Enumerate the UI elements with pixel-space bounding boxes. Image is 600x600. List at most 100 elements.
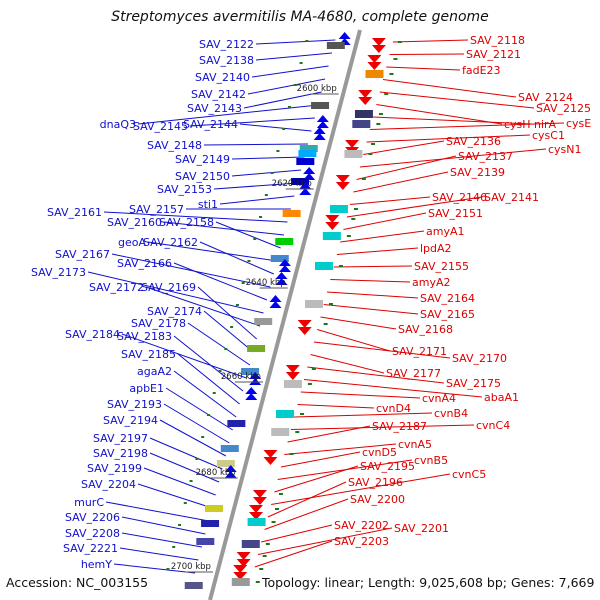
chromosome [208, 29, 362, 600]
leader-line [137, 483, 213, 509]
gene-label-sav-2144: SAV_2144 [183, 118, 238, 131]
leader-line [320, 316, 397, 330]
gene-label-sav-2169: SAV_2169 [141, 281, 196, 294]
leader-line [145, 286, 261, 327]
gene-block [299, 145, 318, 152]
gene-tick [282, 128, 286, 130]
gene-label-sav-2141: SAV_2141 [484, 191, 539, 204]
leader-line [87, 271, 264, 314]
gene-tick [276, 150, 280, 152]
leader-line [264, 498, 349, 530]
gene-block [220, 445, 239, 452]
gene-block [227, 420, 246, 427]
gene-label-cvnc4: cvnC4 [476, 419, 510, 432]
leader-line [290, 424, 475, 430]
leader-line [363, 140, 445, 155]
gene-label-sav-2146: SAV_2146 [432, 191, 487, 204]
gene-features [166, 32, 402, 589]
leader-line [199, 241, 274, 275]
gene-block [241, 540, 260, 548]
gene-label-dnaq3: dnaQ3 [100, 118, 136, 131]
gene-arrow [224, 465, 237, 472]
leader-line [287, 425, 371, 443]
gene-label-sav-2195: SAV_2195 [360, 460, 415, 473]
scale-label: 2660 kbp [221, 372, 261, 382]
leader-line [121, 516, 206, 535]
gene-label-cysn1: cysN1 [548, 143, 582, 156]
gene-arrow [263, 457, 278, 465]
gene-arrow [325, 215, 340, 223]
leader-line [173, 262, 268, 301]
gene-arrow [335, 175, 350, 183]
gene-label-sav-2137: SAV_2137 [458, 150, 513, 163]
leader-line [119, 547, 199, 561]
gene-arrow [313, 133, 326, 140]
gene-label-sav-2201: SAV_2201 [394, 522, 449, 535]
gene-tick [361, 178, 366, 180]
gene-label-sav-2185: SAV_2185 [121, 348, 176, 361]
topology-text: Topology: linear; Length: 9,025,608 bp; … [262, 575, 595, 590]
gene-label-cvnb5: cvnB5 [414, 454, 448, 467]
gene-label-agaa2: agaA2 [137, 365, 172, 378]
gene-label-sav-2143: SAV_2143 [187, 102, 242, 115]
gene-tick [265, 543, 270, 545]
gene-label-sav-2194: SAV_2194 [103, 414, 158, 427]
leader-line [219, 195, 295, 205]
gene-arrow [245, 393, 258, 400]
gene-block [322, 232, 341, 240]
gene-tick [178, 524, 181, 526]
leader-line [274, 465, 359, 493]
gene-label-cvna5: cvnA5 [398, 438, 432, 451]
leader-line [251, 65, 329, 78]
leader-line [330, 279, 411, 283]
gene-tick [389, 73, 394, 75]
gene-label-cyse: cysE [566, 117, 591, 130]
gene-label-cvnb4: cvnB4 [434, 407, 468, 420]
accession-text: Accession: NC_003155 [6, 575, 149, 590]
scale-markers: 2600 kbp 2620 kbp 2640 kbp 2660 kbp 2680 kbp… [171, 84, 339, 573]
gene-block [354, 110, 373, 118]
gene-arrow [358, 90, 373, 98]
gene-arrow [325, 222, 340, 230]
gene-arrow [224, 471, 237, 478]
leader-line [105, 501, 209, 522]
gene-block [247, 345, 266, 352]
scale-label: 2700 kbp [171, 562, 211, 572]
gene-block [311, 102, 330, 109]
leader-line [333, 265, 413, 268]
gene-tick [195, 458, 199, 460]
gene-arrow [299, 188, 312, 195]
gene-block [247, 518, 266, 526]
leader-line [163, 221, 285, 236]
leader-line [294, 412, 433, 418]
gene-block [270, 255, 289, 262]
gene-label-sav-2155: SAV_2155 [414, 260, 469, 273]
gene-arrow [303, 167, 316, 174]
gene-label-sav-2161: SAV_2161 [47, 206, 102, 219]
gene-tick [307, 383, 312, 385]
leader-line [255, 39, 336, 45]
gene-arrow [236, 559, 251, 567]
gene-block [231, 578, 250, 586]
gene-arrow [358, 97, 373, 105]
gene-label-sav-2150: SAV_2150 [175, 170, 230, 183]
gene-label-sav-2164: SAV_2164 [420, 292, 475, 305]
gene-label-sav-2197: SAV_2197 [93, 432, 148, 445]
gene-label-fade23: fadE23 [462, 64, 501, 77]
gene-label-sav-2172: SAV_2172 [89, 281, 144, 294]
leader-line [203, 143, 309, 146]
leader-line [215, 221, 281, 249]
gene-tick [288, 106, 291, 108]
gene-arrow [249, 505, 263, 513]
gene-arrow [371, 38, 386, 46]
leader-line [353, 171, 449, 193]
gene-block [282, 210, 301, 217]
gene-label-sav-2174: SAV_2174 [147, 305, 202, 318]
gene-tick [218, 370, 222, 372]
gene-tick [262, 555, 267, 557]
gene-tick [189, 480, 193, 482]
gene-block [205, 505, 223, 512]
gene-block [275, 238, 294, 245]
gene-arrow [233, 572, 248, 580]
